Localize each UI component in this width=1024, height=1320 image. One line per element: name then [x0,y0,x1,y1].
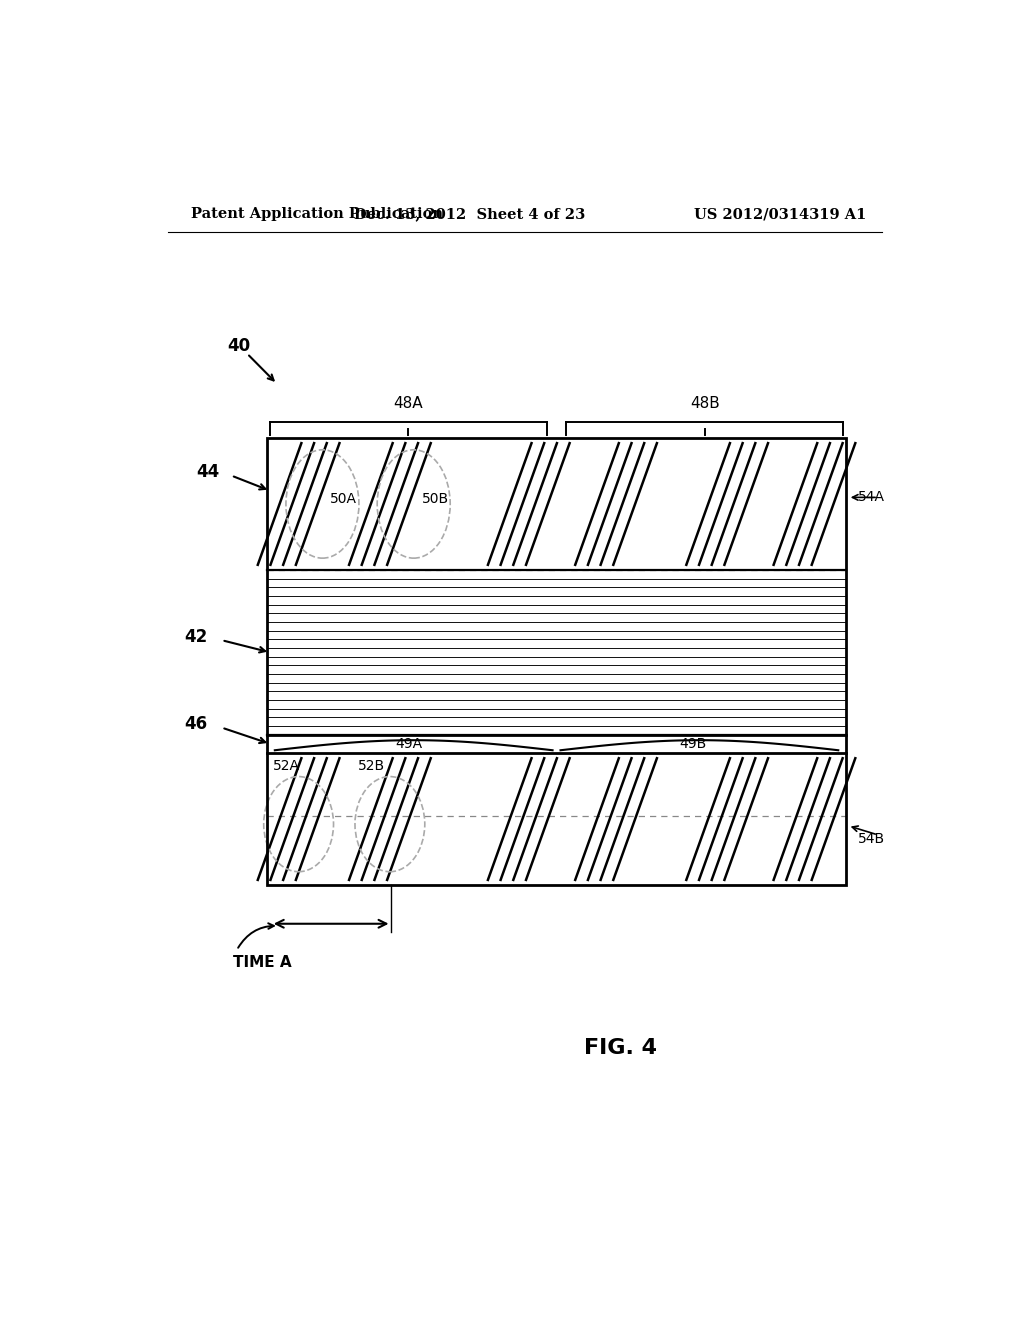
Text: 52A: 52A [273,759,300,774]
Text: 42: 42 [184,628,207,645]
Text: Dec. 13, 2012  Sheet 4 of 23: Dec. 13, 2012 Sheet 4 of 23 [353,207,585,222]
Text: 54B: 54B [858,832,885,846]
Text: TIME A: TIME A [232,954,292,970]
Text: 54A: 54A [858,490,885,504]
Text: Patent Application Publication: Patent Application Publication [191,207,443,222]
Text: 50A: 50A [331,492,357,506]
Text: 48B: 48B [690,396,720,412]
Bar [267,438,846,570]
Text: 49A: 49A [395,737,422,751]
Bar [267,735,846,752]
Text: 40: 40 [227,338,250,355]
Text: 52B: 52B [358,759,385,774]
Bar [267,752,846,886]
Text: 44: 44 [196,463,219,482]
Text: 50B: 50B [422,492,449,506]
Bar [267,438,846,886]
Text: 46: 46 [184,714,207,733]
Text: FIG. 4: FIG. 4 [584,1038,656,1057]
Bar [267,570,846,735]
Text: 48A: 48A [393,396,423,412]
Text: 49B: 49B [679,737,707,751]
Text: US 2012/0314319 A1: US 2012/0314319 A1 [693,207,866,222]
